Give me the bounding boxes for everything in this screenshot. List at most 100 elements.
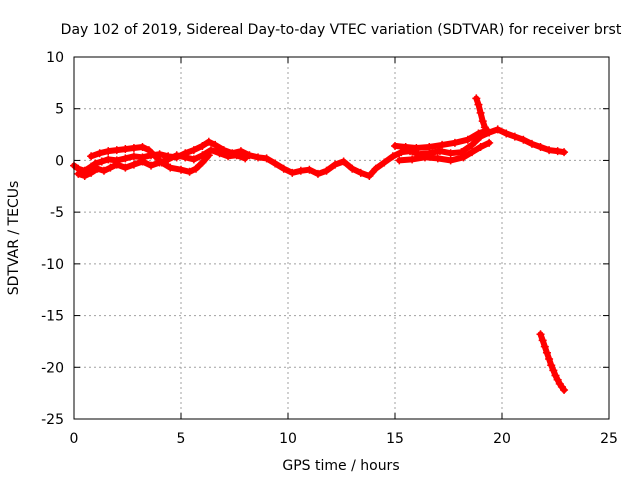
series-track-2 [74, 146, 250, 180]
data-point [164, 155, 173, 164]
data-point [388, 152, 397, 161]
data-point [189, 146, 198, 155]
y-tick-label: -20 [41, 360, 64, 376]
data-point [87, 168, 96, 177]
data-point [177, 165, 185, 174]
data-point [191, 164, 200, 173]
data-point [560, 148, 569, 157]
x-tick-label: 15 [386, 431, 404, 447]
x-tick-label: 10 [279, 431, 297, 447]
series-track-3 [87, 142, 213, 176]
series-track-6 [472, 94, 489, 132]
data-point [121, 145, 130, 154]
series-track-5 [395, 138, 494, 165]
data-point [87, 152, 96, 161]
data-point [112, 146, 121, 155]
data-point [198, 158, 207, 167]
data-point [121, 154, 130, 163]
data-point [536, 142, 545, 151]
data-point [157, 158, 166, 167]
data-point [527, 139, 536, 148]
plot-frame [73, 56, 610, 420]
data-point [339, 157, 348, 166]
data-point [279, 164, 288, 173]
data-point [91, 159, 100, 168]
data-point [408, 155, 417, 164]
data-point [198, 141, 207, 150]
data-point [288, 168, 297, 177]
series-line [75, 147, 249, 179]
data-point [166, 163, 175, 172]
data-point [446, 149, 455, 158]
data-point [93, 164, 102, 173]
data-point [97, 157, 106, 166]
data-point [224, 152, 233, 161]
data-point [476, 108, 485, 117]
x-axis-label: GPS time / hours [282, 458, 399, 474]
data-point [502, 129, 511, 138]
series-track-4 [391, 126, 492, 153]
data-point [547, 361, 556, 370]
data-point [493, 125, 502, 134]
data-point [215, 149, 224, 158]
data-point [551, 371, 560, 380]
data-point [245, 151, 254, 160]
data-layer [70, 94, 569, 395]
data-point [474, 129, 483, 138]
data-point [540, 342, 549, 351]
y-tick-label: -25 [41, 412, 64, 428]
data-point [560, 386, 569, 395]
data-point [80, 171, 89, 180]
data-point [542, 348, 551, 357]
data-point [446, 156, 455, 165]
data-point [104, 155, 113, 164]
data-point [151, 152, 160, 161]
data-point [459, 153, 468, 162]
data-point [433, 154, 442, 163]
grid-lines [74, 57, 609, 419]
data-point [412, 144, 421, 153]
data-point [313, 169, 322, 178]
data-point [391, 141, 399, 150]
data-point [420, 153, 429, 162]
data-point [204, 137, 213, 146]
data-point [254, 153, 263, 162]
data-point [519, 135, 528, 144]
data-point [211, 140, 220, 149]
y-tick-label: 5 [55, 102, 64, 118]
x-tick-label: 5 [177, 431, 186, 447]
data-point [472, 94, 481, 103]
series-track-7 [536, 330, 569, 395]
chart-title: Day 102 of 2019, Sidereal Day-to-day VTE… [61, 22, 622, 38]
data-point [271, 159, 280, 168]
series-line [88, 144, 212, 175]
data-point [129, 152, 138, 161]
data-point [468, 140, 477, 149]
data-point [365, 171, 374, 180]
data-point [181, 153, 190, 162]
data-point [371, 164, 380, 173]
x-tick-label: 25 [600, 431, 618, 447]
data-point [322, 166, 331, 175]
data-point [545, 146, 554, 155]
data-point [104, 147, 113, 156]
data-point [463, 135, 472, 144]
data-point [138, 142, 147, 151]
data-point [553, 147, 562, 156]
tick-labels: 0 5 10 15 20 25 10 5 0 -5 -10 -15 -20 -25 [41, 50, 618, 447]
data-point [185, 167, 194, 176]
x-tick-label: 0 [70, 431, 79, 447]
data-point [112, 160, 121, 169]
data-point [545, 355, 554, 364]
data-point [232, 151, 241, 160]
data-point [144, 146, 153, 155]
data-point [189, 155, 198, 164]
data-point [468, 148, 477, 157]
tick-marks [73, 56, 610, 420]
data-point [305, 165, 314, 174]
data-point [74, 169, 83, 178]
y-tick-label: 10 [46, 50, 64, 66]
x-tick-label: 20 [493, 431, 511, 447]
data-point [241, 154, 250, 163]
